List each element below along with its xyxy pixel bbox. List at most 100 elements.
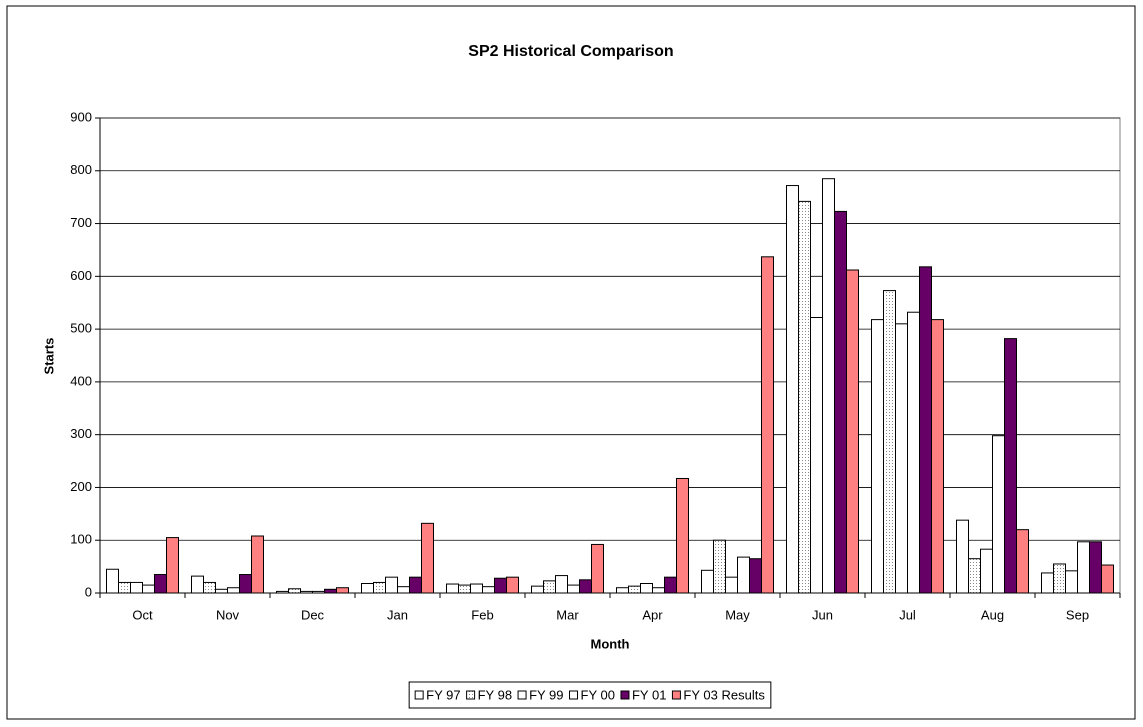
legend-swatch	[414, 690, 424, 700]
y-tick-label: 400	[70, 373, 92, 388]
y-tick-label: 600	[70, 268, 92, 283]
bar	[409, 576, 422, 594]
x-tick-label: Oct	[132, 607, 153, 622]
y-tick-label: 900	[70, 109, 92, 124]
legend-swatch	[569, 690, 579, 700]
legend-label: FY 03 Results	[683, 687, 765, 702]
chart-title: SP2 Historical Comparison	[468, 43, 673, 60]
x-tick-label: Apr	[642, 607, 663, 622]
bar	[130, 581, 143, 594]
x-tick-label: Dec	[301, 607, 325, 622]
bar	[1016, 529, 1029, 594]
bar	[142, 584, 155, 594]
legend-label: FY 00	[581, 687, 615, 702]
bar	[616, 587, 629, 594]
bar	[1004, 338, 1017, 594]
bar	[300, 590, 313, 594]
x-tick-label: Mar	[556, 607, 579, 622]
bar	[992, 435, 1005, 594]
bar	[482, 586, 495, 594]
bar	[470, 583, 483, 594]
x-tick-label: Feb	[471, 607, 493, 622]
bar	[846, 269, 859, 594]
x-axis-title: Month	[591, 636, 630, 651]
bar	[822, 178, 835, 594]
bar	[907, 311, 920, 594]
plot-area	[99, 117, 1121, 594]
x-tick-label: Jul	[899, 607, 916, 622]
x-tick-label: Jan	[387, 607, 408, 622]
x-tick-label: Sep	[1066, 607, 1089, 622]
x-tick-label: Jun	[812, 607, 833, 622]
bar	[251, 535, 264, 594]
y-tick-label: 100	[70, 532, 92, 547]
bar	[324, 588, 337, 594]
bar	[1053, 563, 1066, 594]
bar	[640, 583, 653, 594]
legend-label: FY 01	[632, 687, 666, 702]
x-tick-label: Nov	[216, 607, 240, 622]
bar	[652, 587, 665, 594]
bar	[276, 590, 289, 594]
bar	[1077, 541, 1090, 594]
bar	[421, 522, 434, 594]
bar	[494, 577, 507, 594]
bar	[919, 266, 932, 594]
bar	[1101, 564, 1114, 594]
bar	[166, 537, 179, 594]
bar	[555, 575, 568, 594]
bar	[543, 580, 556, 594]
bar	[397, 586, 410, 594]
bar	[227, 587, 240, 594]
bar	[810, 317, 823, 594]
legend-label: FY 97	[426, 687, 460, 702]
bar	[968, 558, 981, 594]
x-tick-label: May	[725, 607, 750, 622]
bar	[1041, 572, 1054, 594]
bar	[458, 584, 471, 594]
bar	[579, 579, 592, 594]
bar	[749, 558, 762, 594]
bar	[312, 590, 325, 594]
y-tick-label: 700	[70, 215, 92, 230]
bar	[761, 256, 774, 594]
bar	[385, 576, 398, 594]
bar	[336, 587, 349, 594]
bar	[239, 574, 252, 594]
bar	[737, 556, 750, 594]
bar	[676, 477, 689, 594]
y-tick-label: 0	[85, 584, 92, 599]
bar	[834, 210, 847, 594]
bar	[106, 568, 119, 594]
bar	[701, 569, 714, 594]
bar	[956, 519, 969, 594]
legend-swatch	[517, 690, 527, 700]
bar	[203, 581, 216, 594]
y-axis-title: Starts	[41, 338, 56, 375]
bar	[373, 581, 386, 594]
y-tick-label: 300	[70, 426, 92, 441]
bar	[361, 583, 374, 594]
bar	[506, 576, 519, 594]
legend-swatch	[466, 690, 476, 700]
legend-swatch	[671, 690, 681, 700]
bar	[980, 548, 993, 594]
bar	[591, 543, 604, 594]
bar	[154, 574, 167, 594]
legend	[408, 681, 772, 709]
bar	[446, 583, 459, 594]
bar	[871, 319, 884, 594]
bar	[191, 575, 204, 594]
legend-swatch	[620, 690, 630, 700]
y-tick-label: 200	[70, 479, 92, 494]
bar	[531, 585, 544, 594]
bar	[883, 290, 896, 594]
y-tick-label: 800	[70, 162, 92, 177]
legend-label: FY 98	[478, 687, 512, 702]
y-tick-label: 500	[70, 321, 92, 336]
x-tick-label: Aug	[981, 607, 1004, 622]
bar	[664, 576, 677, 594]
bar	[725, 576, 738, 594]
bar	[786, 185, 799, 594]
